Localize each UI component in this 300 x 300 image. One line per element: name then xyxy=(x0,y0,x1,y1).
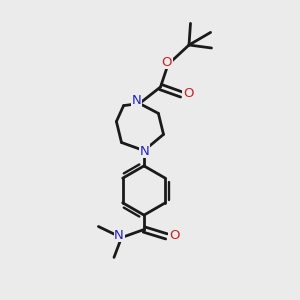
Text: O: O xyxy=(162,56,172,69)
Text: N: N xyxy=(114,229,124,242)
Text: N: N xyxy=(132,94,141,107)
Text: N: N xyxy=(140,145,149,158)
Text: O: O xyxy=(169,229,179,242)
Text: O: O xyxy=(183,87,194,101)
